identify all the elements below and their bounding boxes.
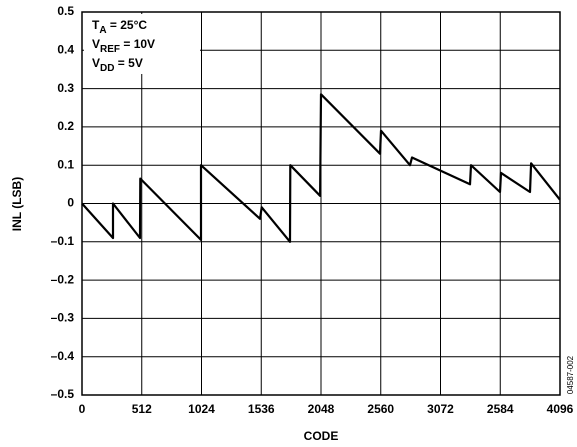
y-tick-label: –0.2 bbox=[51, 272, 75, 286]
x-tick-label: 2560 bbox=[367, 402, 394, 416]
annotation-rest: = 5V bbox=[114, 56, 142, 70]
y-tick-label: 0.3 bbox=[57, 81, 74, 95]
annotation-rest: = 25°C bbox=[107, 18, 148, 32]
annotation-sub: A bbox=[99, 25, 106, 36]
x-tick-label: 1024 bbox=[188, 402, 215, 416]
x-tick-label: 1536 bbox=[248, 402, 275, 416]
y-tick-label: –0.1 bbox=[51, 234, 75, 248]
y-tick-label: –0.5 bbox=[51, 387, 75, 401]
y-tick-label: –0.3 bbox=[51, 311, 75, 325]
annotation-main: V bbox=[92, 37, 100, 51]
annotation-main: T bbox=[92, 18, 100, 32]
side-note: 04587-002 bbox=[566, 355, 575, 394]
x-axis-label: CODE bbox=[304, 429, 339, 443]
annotation-box bbox=[84, 14, 200, 74]
annotation-main: V bbox=[92, 56, 100, 70]
y-tick-label: 0.4 bbox=[57, 42, 74, 56]
annotation-sub: REF bbox=[100, 44, 120, 55]
annotation-rest: = 10V bbox=[120, 37, 155, 51]
x-tick-label: 0 bbox=[79, 402, 86, 416]
y-tick-label: 0.1 bbox=[57, 157, 74, 171]
x-tick-label: 3072 bbox=[427, 402, 454, 416]
y-axis-label: INL (LSB) bbox=[10, 177, 24, 231]
x-tick-label: 512 bbox=[132, 402, 152, 416]
annotation: VDD = 5V bbox=[92, 56, 143, 73]
x-tick-label: 2584 bbox=[487, 402, 514, 416]
annotation-sub: DD bbox=[100, 63, 114, 74]
y-tick-label: 0 bbox=[67, 196, 74, 210]
data-line bbox=[81, 93, 561, 243]
x-tick-label: 4096 bbox=[547, 402, 574, 416]
y-tick-label: –0.4 bbox=[51, 349, 75, 363]
annotation: VREF = 10V bbox=[92, 37, 155, 54]
y-tick-label: 0.5 bbox=[57, 4, 74, 18]
y-tick-label: 0.2 bbox=[57, 119, 74, 133]
x-tick-label: 2048 bbox=[308, 402, 335, 416]
annotation: TA = 25°C bbox=[92, 18, 147, 35]
